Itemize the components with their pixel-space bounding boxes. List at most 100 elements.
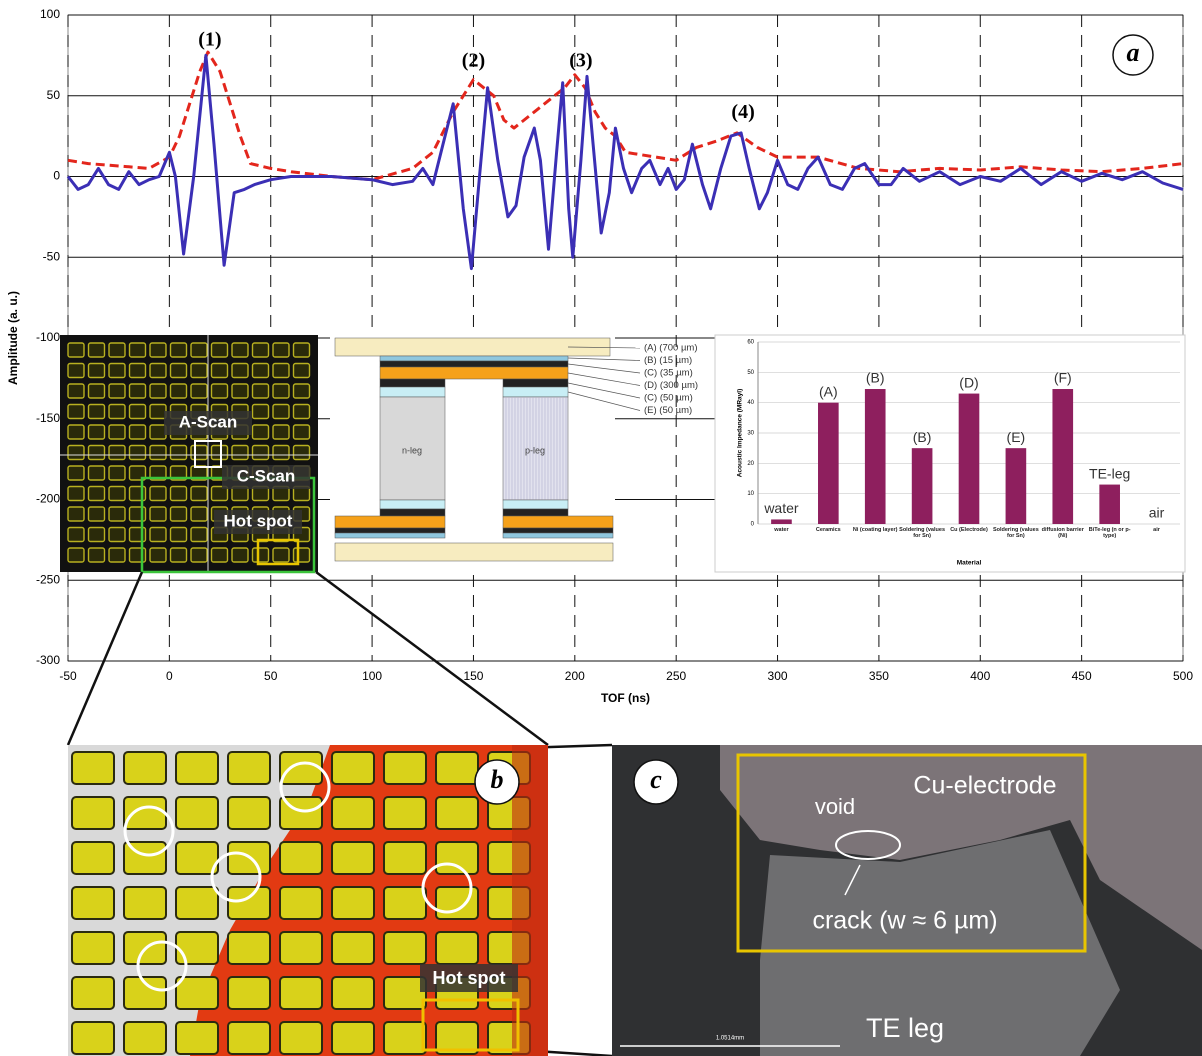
photo-b-cell	[332, 797, 374, 829]
layer-label: (B) (15 µm)	[644, 355, 692, 366]
photo-b-cell	[72, 752, 114, 784]
c-scan-cell	[109, 507, 125, 521]
photo-c-label: void	[815, 794, 855, 819]
y-tick-label: -200	[36, 492, 60, 506]
bar	[771, 519, 792, 524]
c-scan-cell	[294, 446, 310, 460]
layer	[335, 516, 445, 528]
c-scan-cell	[232, 548, 248, 562]
bar-label: (B)	[913, 429, 932, 445]
layer	[380, 367, 568, 379]
c-scan-cell	[89, 446, 105, 460]
photo-b-cell	[72, 842, 114, 874]
c-scan-cell	[89, 364, 105, 378]
x-tick-label: 350	[869, 669, 889, 683]
y-tick-label: -300	[36, 653, 60, 667]
y-axis-label: Acoustic Impedance (MRayl)	[737, 389, 744, 478]
photo-b-cell	[280, 1022, 322, 1054]
x-axis-label: TOF (ns)	[601, 691, 650, 705]
c-scan-cell	[150, 343, 166, 357]
layer-label: (D) (300 µm)	[644, 380, 698, 391]
x-tick-label-box: Ni (coating layer)	[852, 527, 899, 557]
x-tick-label: 250	[666, 669, 686, 683]
x-tick-label-box: Soldering (values for Sn)	[899, 527, 946, 557]
c-scan-cell	[89, 528, 105, 542]
c-scan-cell	[191, 507, 207, 521]
x-tick-label-box: Ceramics	[805, 527, 852, 557]
c-scan-cell	[68, 425, 84, 439]
c-scan-cell	[109, 364, 125, 378]
leg-label: n-leg	[402, 445, 422, 455]
photo-b-cell	[228, 797, 270, 829]
c-scan-cell	[171, 507, 187, 521]
bar	[1006, 448, 1027, 524]
c-scan-cell	[109, 528, 125, 542]
c-scan-cell	[232, 343, 248, 357]
layer	[380, 356, 568, 361]
peak-annotation: (4)	[731, 101, 754, 123]
c-scan-cell	[171, 487, 187, 501]
photo-b-cell	[436, 752, 478, 784]
photo-b-cell	[332, 977, 374, 1009]
x-tick-label: 50	[264, 669, 278, 683]
photo-b-cell	[280, 887, 322, 919]
c-scan-cell	[191, 528, 207, 542]
c-scan-cell	[191, 446, 207, 460]
c-scan-cell	[273, 425, 289, 439]
y-tick-label: -150	[36, 411, 60, 425]
c-scan-cell	[68, 405, 84, 419]
c-scan-cell	[253, 343, 269, 357]
photo-b-cell	[280, 932, 322, 964]
y-tick-label: 50	[747, 370, 754, 376]
c-scan-cell	[68, 507, 84, 521]
c-scan-cell	[232, 446, 248, 460]
c-scan-cell	[253, 425, 269, 439]
figure: -300-250-200-150-100-50050100-5005010015…	[0, 0, 1202, 1056]
photo-b-cell	[384, 1022, 426, 1054]
c-scan-cell	[68, 384, 84, 398]
photo-b-cell	[332, 842, 374, 874]
x-tick-label: 0	[166, 669, 173, 683]
layer	[335, 528, 445, 533]
y-tick-label: 60	[747, 340, 754, 346]
x-tick-label: Cu (Electrode)	[946, 527, 993, 533]
photo-b-cell	[176, 842, 218, 874]
photo-c-label: Cu-electrode	[913, 772, 1056, 800]
c-scan-cell	[273, 446, 289, 460]
photo-b-cell	[436, 797, 478, 829]
c-scan-cell	[171, 384, 187, 398]
c-scan-cell	[191, 364, 207, 378]
x-tick-label: 200	[565, 669, 585, 683]
bar-label: TE-leg	[1089, 465, 1130, 481]
photo-b-cell	[384, 752, 426, 784]
photo-b-cell	[228, 932, 270, 964]
c-scan-cell	[273, 343, 289, 357]
x-tick-label: BiTe-leg (n or p-type)	[1086, 527, 1133, 539]
x-tick-label: Ni (coating layer)	[852, 527, 899, 533]
photo-b-cell	[72, 887, 114, 919]
c-scan-cell	[191, 384, 207, 398]
layer-label: (C) (50 µm)	[644, 393, 693, 404]
photo-b-cell	[332, 887, 374, 919]
layer	[503, 533, 613, 538]
photo-b-cell	[176, 1022, 218, 1054]
panel-label: c	[650, 765, 662, 794]
layer	[335, 543, 613, 561]
c-scan-cell	[89, 487, 105, 501]
x-tick-label-box: BiTe-leg (n or p-type)	[1086, 527, 1133, 557]
c-scan-cell	[253, 405, 269, 419]
y-tick-label: 10	[747, 491, 754, 497]
c-scan-cell	[68, 548, 84, 562]
c-scan-cell	[68, 446, 84, 460]
x-tick-label-box: Cu (Electrode)	[946, 527, 993, 557]
photo-c-label: crack (w ≈ 6 µm)	[812, 907, 997, 935]
c-scan-cell	[130, 446, 146, 460]
panel-label: b	[491, 765, 504, 794]
c-scan-cell	[171, 548, 187, 562]
y-tick-label: -100	[36, 330, 60, 344]
c-scan-cell	[191, 548, 207, 562]
c-scan-label: A-Scan	[179, 412, 238, 431]
x-tick-label-box: diffusion barrier (Ni)	[1039, 527, 1086, 557]
c-scan-cell	[68, 364, 84, 378]
photo-b-cell	[228, 1022, 270, 1054]
